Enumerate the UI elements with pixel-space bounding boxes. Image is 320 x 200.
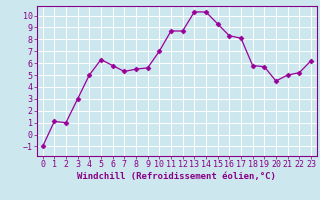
X-axis label: Windchill (Refroidissement éolien,°C): Windchill (Refroidissement éolien,°C) (77, 172, 276, 181)
